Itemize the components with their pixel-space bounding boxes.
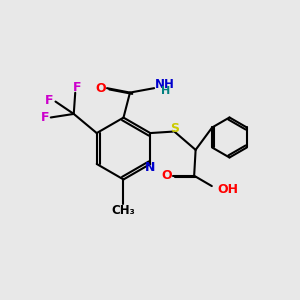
Text: OH: OH	[217, 183, 238, 196]
Text: NH: NH	[155, 78, 175, 91]
Text: F: F	[41, 111, 49, 124]
Text: F: F	[73, 81, 81, 94]
Text: O: O	[96, 82, 106, 95]
Text: H: H	[161, 86, 171, 96]
Text: S: S	[170, 122, 179, 135]
Text: CH₃: CH₃	[112, 204, 135, 217]
Text: F: F	[45, 94, 54, 106]
Text: N: N	[145, 161, 155, 174]
Text: O: O	[162, 169, 172, 182]
